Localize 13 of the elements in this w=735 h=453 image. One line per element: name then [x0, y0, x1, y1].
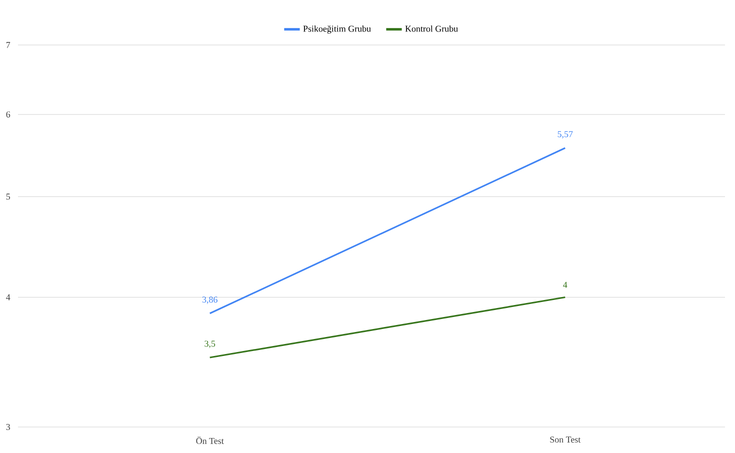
y-tick-label: 4: [6, 294, 10, 300]
x-tick-label: Son Test: [550, 436, 581, 443]
legend-label: Psikoeğitim Grubu: [303, 25, 371, 34]
data-label: 3,86: [202, 296, 218, 304]
data-label: 5,57: [558, 131, 573, 138]
data-label: 3,5: [204, 340, 216, 348]
y-tick-label: 3: [6, 424, 10, 430]
x-tick-label: Ön Test: [196, 436, 224, 444]
y-tick-label: 5: [6, 194, 10, 200]
y-tick-label: 6: [6, 111, 10, 118]
data-label: 4: [563, 282, 568, 288]
legend-label: Kontrol Grubu: [405, 25, 458, 32]
y-tick-label: 7: [6, 42, 10, 48]
